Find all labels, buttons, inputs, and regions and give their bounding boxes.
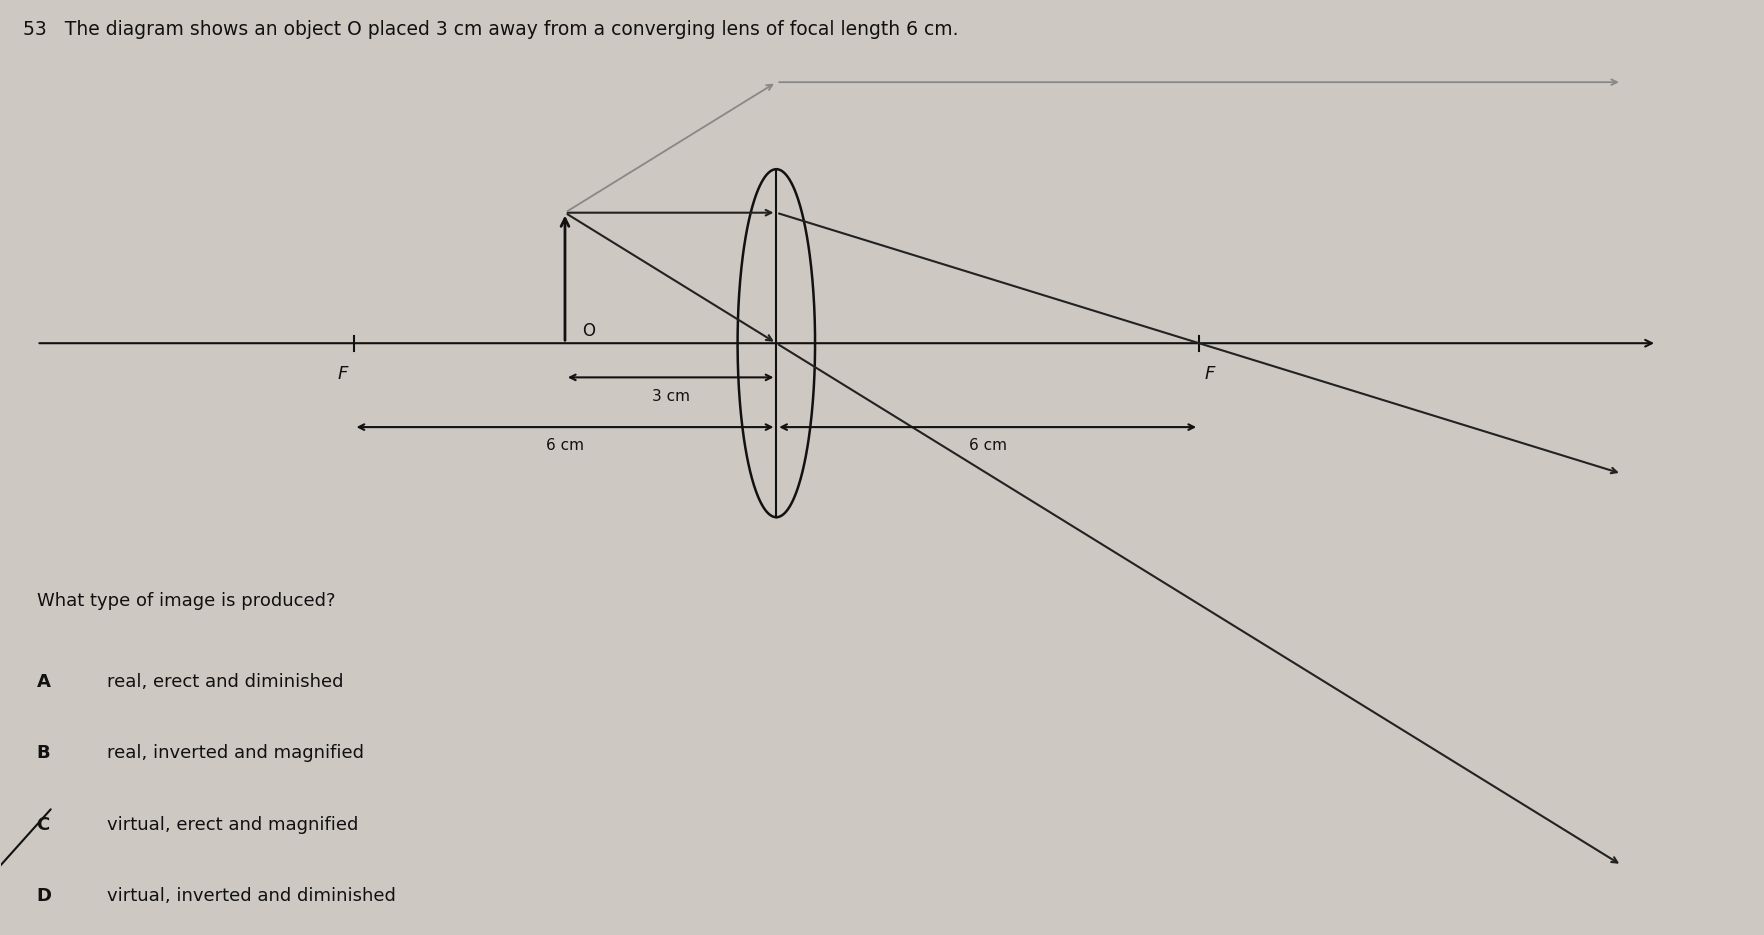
Text: What type of image is produced?: What type of image is produced? xyxy=(37,592,335,610)
Text: F: F xyxy=(339,365,348,383)
Text: D: D xyxy=(37,887,51,905)
Text: 3 cm: 3 cm xyxy=(651,389,690,404)
Text: 6 cm: 6 cm xyxy=(547,439,584,453)
Text: F: F xyxy=(1205,365,1215,383)
Text: C: C xyxy=(37,815,49,833)
Text: virtual, erect and magnified: virtual, erect and magnified xyxy=(108,815,358,833)
Text: 6 cm: 6 cm xyxy=(968,439,1007,453)
Text: virtual, inverted and diminished: virtual, inverted and diminished xyxy=(108,887,395,905)
Text: real, inverted and magnified: real, inverted and magnified xyxy=(108,744,363,762)
Text: O: O xyxy=(582,322,596,340)
Text: B: B xyxy=(37,744,49,762)
Text: 53   The diagram shows an object O placed 3 cm away from a converging lens of fo: 53 The diagram shows an object O placed … xyxy=(23,20,958,39)
Text: A: A xyxy=(37,672,51,691)
Text: real, erect and diminished: real, erect and diminished xyxy=(108,672,344,691)
